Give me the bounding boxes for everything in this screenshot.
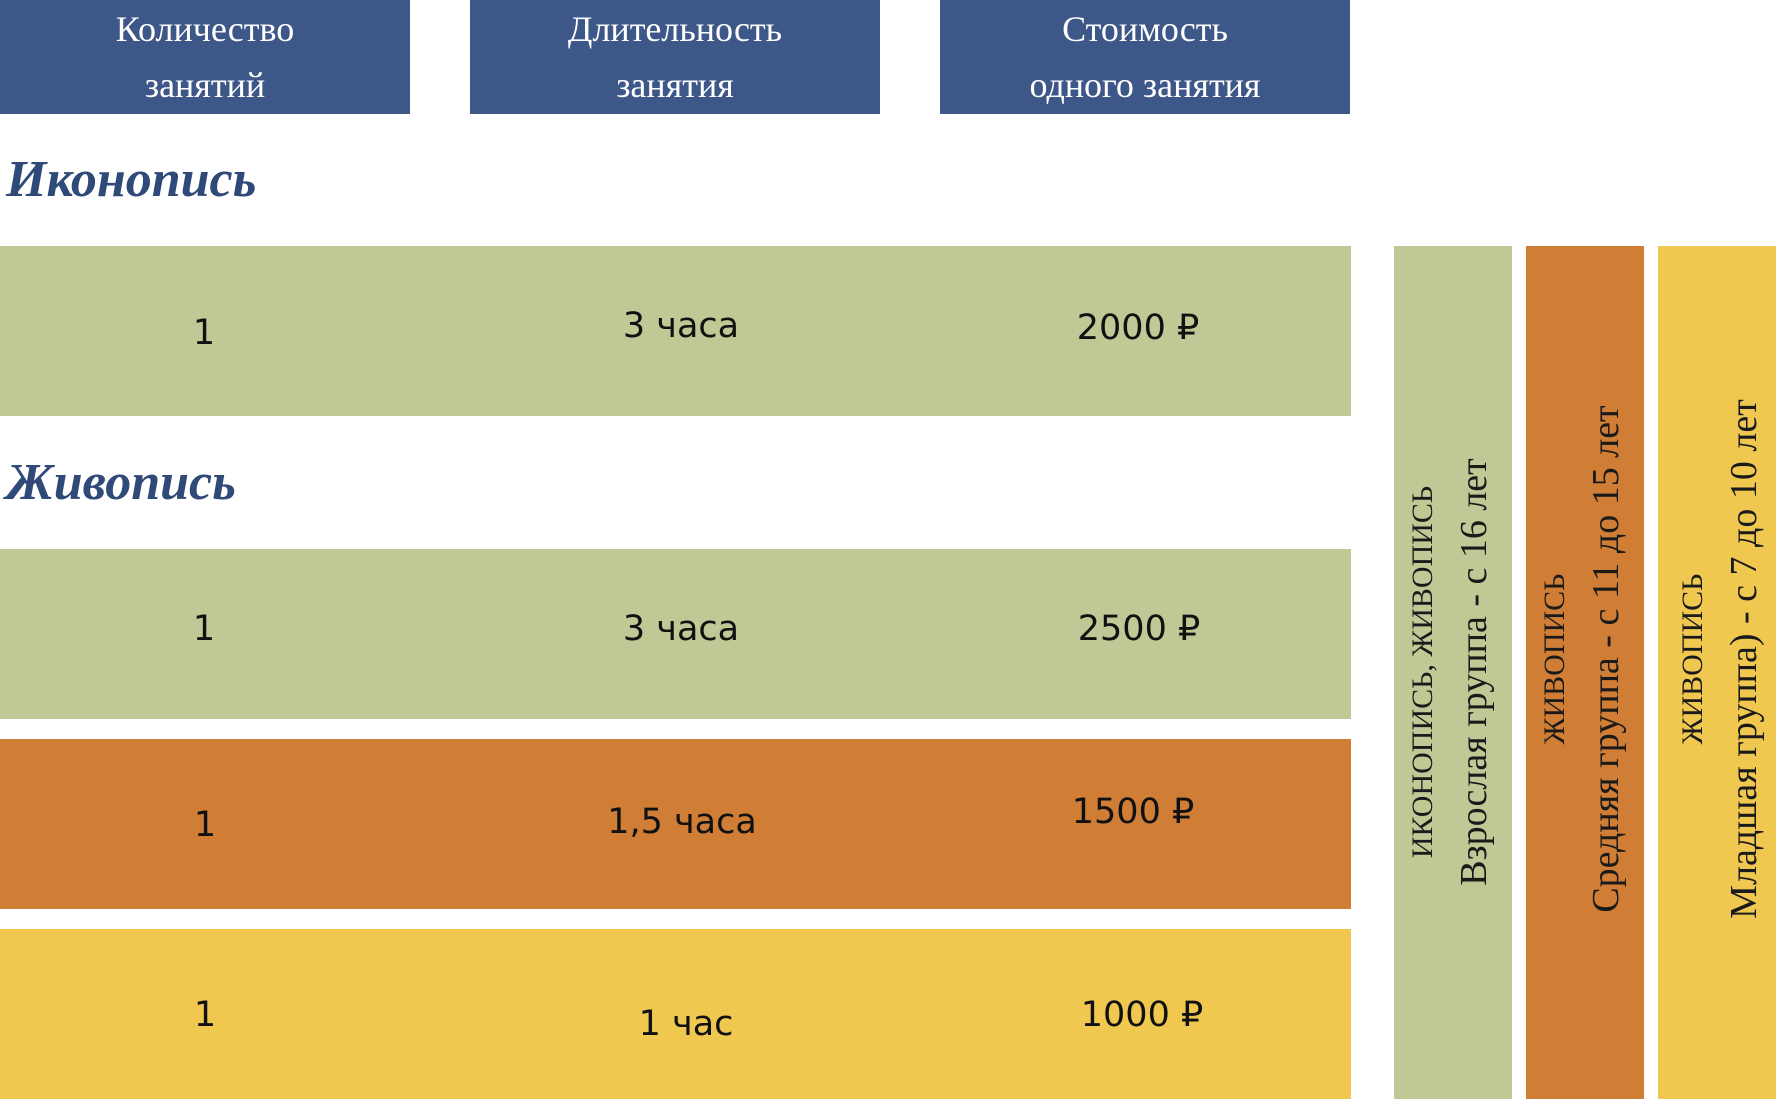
header-duration-line2: занятия [616, 65, 734, 105]
header-count-line2: занятий [144, 65, 266, 105]
header-duration-line1: Длительность [567, 9, 783, 49]
header-price-line2: одного занятия [1029, 65, 1261, 105]
row-duration: 3 часа [622, 609, 740, 649]
header-count: Количество занятий [0, 0, 410, 114]
price-row-iconography-1: 1 3 часа 2000 ₽ [0, 246, 1351, 416]
row-count: 1 [192, 313, 216, 353]
price-row-painting-junior: 1 1 час 1000 ₽ [0, 929, 1351, 1099]
row-count: 1 [192, 609, 216, 649]
group-column-junior: ЖИВОПИСЬ Младшая группа) - с 7 до 10 лет [1658, 246, 1776, 1099]
group-column-middle: ЖИВОПИСЬ Средняя группа - с 11 до 15 лет [1526, 246, 1644, 1099]
row-price: 2000 ₽ [1076, 308, 1200, 348]
group-subject: ЖИВОПИСЬ [1676, 573, 1709, 744]
row-count: 1 [193, 995, 217, 1035]
header-price-line1: Стоимость [1062, 9, 1228, 49]
row-price: 1500 ₽ [1071, 792, 1195, 832]
group-subject: ЖИВОПИСЬ [1538, 573, 1571, 744]
row-price: 2500 ₽ [1077, 609, 1201, 649]
group-name: Младшая группа) - с 7 до 10 лет [1723, 398, 1765, 919]
group-subject: ИКОНОПИСЬ, ЖИВОПИСЬ [1406, 485, 1439, 858]
header-count-line1: Количество [115, 9, 295, 49]
group-label-middle: ЖИВОПИСЬ Средняя группа - с 11 до 15 лет [1532, 405, 1634, 912]
price-row-painting-middle: 1 1,5 часа 1500 ₽ [0, 739, 1351, 909]
group-name: Средняя группа - с 11 до 15 лет [1585, 404, 1627, 913]
group-label-adult: ИКОНОПИСЬ, ЖИВОПИСЬ Взрослая группа - с … [1400, 458, 1502, 886]
group-name: Взрослая группа - с 16 лет [1453, 457, 1495, 886]
header-price: Стоимость одного занятия [940, 0, 1350, 114]
row-price: 1000 ₽ [1080, 995, 1204, 1035]
row-duration: 3 часа [622, 306, 740, 346]
price-row-painting-adult: 1 3 часа 2500 ₽ [0, 549, 1351, 719]
group-label-junior: ЖИВОПИСЬ Младшая группа) - с 7 до 10 лет [1670, 399, 1772, 919]
row-count: 1 [193, 805, 217, 845]
row-duration: 1,5 часа [607, 802, 757, 842]
row-duration: 1 час [638, 1004, 734, 1044]
section-title-painting: Живопись [6, 454, 236, 511]
header-duration: Длительность занятия [470, 0, 880, 114]
group-column-adult: ИКОНОПИСЬ, ЖИВОПИСЬ Взрослая группа - с … [1394, 246, 1512, 1099]
section-title-iconography: Иконопись [6, 151, 257, 208]
